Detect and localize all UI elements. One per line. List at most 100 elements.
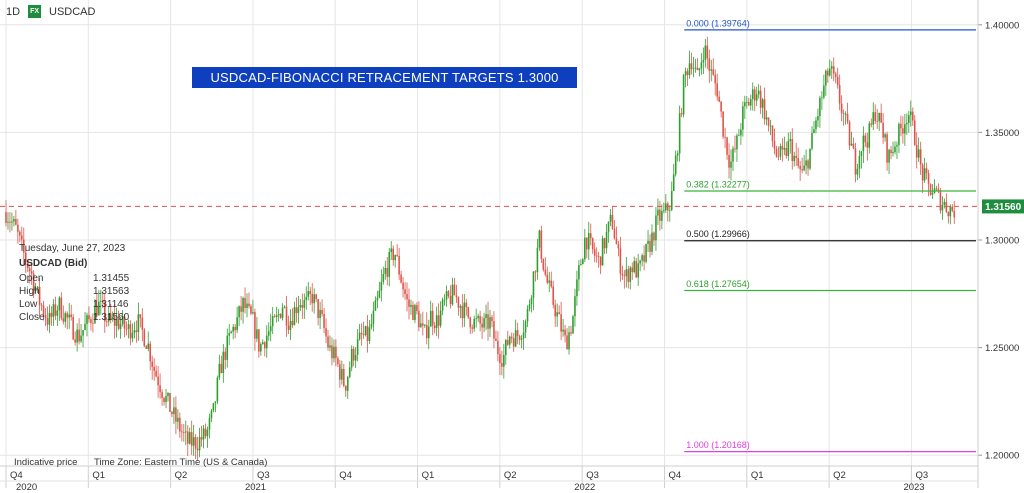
candle-body: [674, 155, 677, 175]
candle-body: [155, 370, 157, 377]
candle-body: [224, 351, 227, 360]
candle-body: [244, 298, 246, 308]
candle-body: [46, 318, 49, 325]
candle-body: [700, 62, 703, 69]
candle-body: [597, 256, 600, 258]
candle-body: [382, 274, 385, 282]
candle-body: [190, 432, 193, 446]
candle-body: [747, 101, 750, 106]
candle-body: [906, 122, 908, 125]
candle-body: [706, 45, 709, 59]
candle-body: [402, 282, 404, 290]
candle-body: [617, 244, 620, 249]
candle-body: [909, 111, 912, 116]
candle-body: [771, 125, 774, 142]
candle-body: [254, 312, 256, 339]
candle-body: [542, 258, 545, 270]
candle-body: [449, 296, 452, 305]
symbol-label[interactable]: USDCAD: [49, 5, 96, 18]
candle-body: [111, 316, 114, 320]
candle-body: [619, 248, 622, 274]
candle-body: [352, 348, 355, 361]
candle-body: [769, 125, 772, 127]
candle-body: [431, 310, 434, 326]
candle-body: [321, 309, 323, 314]
candle-body: [287, 325, 290, 330]
candle-body: [210, 410, 213, 419]
candle-body: [534, 271, 537, 273]
candle-body: [603, 238, 606, 249]
candle-body: [96, 305, 98, 316]
candle-body: [372, 310, 375, 324]
fib-level-label: 0.000 (1.39764): [686, 18, 750, 28]
candle-body: [256, 329, 258, 339]
candle-body: [852, 143, 855, 149]
candle-body: [317, 299, 319, 319]
x-tick-label: Q2: [833, 470, 846, 481]
candle-body: [726, 137, 728, 155]
candle-body: [554, 304, 556, 317]
candle-body: [876, 120, 878, 122]
candle-body: [589, 233, 592, 239]
interval-label[interactable]: 1D: [6, 5, 21, 18]
candle-body: [360, 332, 363, 335]
candle-body: [414, 305, 416, 320]
candle-body: [546, 274, 549, 283]
candle-body: [643, 255, 645, 262]
candle-body: [218, 363, 221, 378]
candle-body: [544, 269, 547, 275]
candle-body: [939, 191, 942, 211]
candle-body: [366, 326, 369, 341]
y-tick-label: 1.25000: [985, 343, 1019, 354]
x-tick-label: Q4: [10, 470, 23, 481]
candle-body: [248, 303, 250, 307]
candle-body: [605, 231, 608, 249]
candle-body: [92, 323, 94, 324]
candle-body: [868, 123, 871, 148]
candle-body: [668, 209, 671, 211]
candle-body: [388, 251, 391, 277]
candle-body: [137, 314, 140, 333]
candle-body: [923, 168, 926, 181]
candle-body: [639, 260, 641, 264]
candle-body: [386, 268, 389, 277]
info-label: High: [19, 286, 40, 297]
candle-body: [141, 317, 144, 330]
timezone-note: Time Zone: Eastern Time (US & Canada): [94, 457, 268, 468]
candle-body: [159, 385, 161, 393]
candle-body: [463, 302, 466, 319]
candle-body: [625, 269, 628, 277]
candle-body: [827, 70, 829, 76]
candle-body: [242, 298, 244, 312]
candle-body: [732, 148, 734, 162]
chart-title-banner: USDCAD-FIBONACCI RETRACEMENT TARGETS 1.3…: [192, 67, 577, 88]
candle-body: [888, 149, 890, 163]
candle-body: [36, 286, 39, 289]
candle-body: [15, 218, 17, 225]
candle-body: [661, 211, 663, 221]
x-tick-label: Q2: [504, 470, 517, 481]
info-value: 1.31563: [93, 286, 130, 297]
candle-body: [595, 255, 598, 257]
candle-body: [333, 346, 335, 359]
y-tick-label: 1.40000: [985, 20, 1019, 31]
candle-body: [722, 111, 724, 137]
candle-body: [102, 300, 104, 303]
info-row-close: Close 1.31560: [19, 311, 129, 324]
candle-body: [307, 291, 310, 297]
candle-body: [637, 263, 639, 278]
candle-body: [813, 129, 815, 134]
candle-body: [878, 112, 880, 122]
candle-body: [147, 343, 150, 349]
candle-body: [558, 312, 560, 315]
candle-body: [900, 123, 902, 129]
info-label: Open: [19, 273, 44, 284]
candle-body: [103, 302, 106, 322]
candle-body: [631, 267, 634, 273]
candle-body: [384, 268, 387, 275]
candle-body: [422, 323, 424, 326]
x-tick-label: Q4: [669, 470, 682, 481]
candle-body: [11, 221, 13, 223]
candle-body: [17, 224, 19, 232]
candle-body: [279, 313, 282, 318]
